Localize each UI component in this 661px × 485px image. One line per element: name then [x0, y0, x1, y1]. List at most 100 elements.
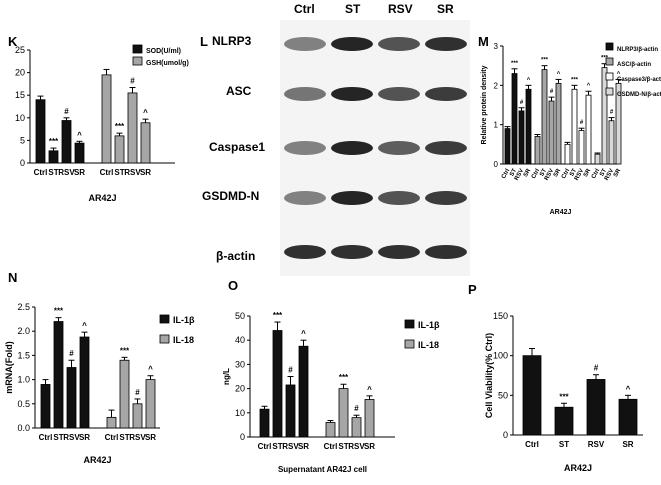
y-tick-label: 5	[20, 135, 25, 145]
significance-mark: ***	[559, 392, 569, 401]
legend-label: IL-18	[418, 340, 439, 350]
y-tick-label: 30	[235, 359, 245, 369]
significance-mark: ***	[54, 307, 64, 316]
blot-band	[378, 37, 420, 51]
y-tick-label: 1.0	[17, 375, 30, 385]
legend-swatch	[404, 319, 415, 329]
x-axis-label: AR42J	[564, 463, 592, 473]
significance-mark: ^	[367, 385, 372, 394]
bar	[601, 67, 608, 165]
y-tick-label: 0	[240, 432, 245, 442]
bar	[522, 355, 542, 436]
blot-bands	[280, 20, 470, 276]
significance-mark: ***	[49, 137, 59, 146]
y-tick-label: 2.5	[17, 302, 30, 312]
bar	[338, 388, 349, 438]
category-label: SR	[364, 442, 375, 451]
significance-mark: #	[594, 364, 599, 373]
category-label: RSV	[129, 433, 146, 442]
significance-mark: ***	[601, 56, 609, 62]
panel-label-m: M	[478, 34, 489, 49]
significance-mark: ^	[82, 321, 87, 330]
category-label: Ctrl	[100, 168, 114, 177]
blot-band	[331, 141, 373, 155]
bar	[618, 398, 638, 436]
category-label: SR	[74, 168, 85, 177]
y-tick-label: 0	[20, 158, 25, 168]
y-tick-label: 150	[493, 311, 508, 321]
y-tick-label: 10	[15, 113, 25, 123]
category-label: SR	[145, 433, 156, 442]
blot-band	[378, 87, 420, 101]
legend-label: SOD(U/ml)	[146, 48, 181, 55]
category-label: SR	[140, 168, 151, 177]
bar	[351, 417, 362, 438]
bar	[106, 416, 117, 429]
bar	[525, 88, 532, 165]
legend-swatch	[605, 42, 614, 51]
significance-mark: #	[64, 107, 69, 116]
significance-mark: ***	[273, 311, 283, 320]
significance-mark: ***	[541, 58, 549, 64]
y-tick-label: 10	[235, 408, 245, 418]
x-axis-label: AR42J	[88, 193, 116, 203]
x-axis-label: Supernatant AR42J cell	[278, 465, 367, 474]
significance-mark: #	[288, 366, 293, 375]
bar	[101, 74, 112, 164]
category-label: Ctrl	[39, 433, 53, 442]
y-axis-label: mRNA(Fold)	[4, 341, 14, 394]
protein-label-actin: β-actin	[216, 249, 256, 263]
chart-k-sod-gsh: 0 5 10 15 20 25 Ctrl *** ST # RSV ^ SR Ctrl *** ST # RSV ^…	[15, 44, 189, 203]
bar	[571, 88, 578, 165]
bar	[66, 367, 77, 429]
blot-band	[425, 87, 467, 101]
bar	[511, 73, 518, 165]
bar	[119, 359, 130, 429]
category-label: RSV	[63, 433, 80, 442]
bar	[615, 82, 622, 165]
bar	[272, 330, 283, 438]
bar	[548, 100, 555, 165]
lane-label-st: ST	[345, 2, 361, 16]
category-label: ST	[114, 168, 124, 177]
legend-label: IL-1β	[418, 320, 440, 330]
y-axis-label: Cell Viability(% Ctrl)	[484, 333, 494, 418]
legend-label: NLRP3/β-actin	[617, 47, 658, 53]
blot-band	[425, 191, 467, 205]
legend-swatch	[605, 57, 614, 66]
bar	[79, 336, 90, 429]
panel-label-l: L	[200, 34, 208, 49]
significance-mark: ^	[626, 384, 631, 393]
chart-o-elisa: 0 10 20 30 40 50 ng/L Ctrl *** ST # RSV ^ SR Ctrl *** ST…	[222, 311, 440, 474]
significance-mark: ***	[339, 373, 349, 382]
significance-mark: #	[130, 77, 135, 86]
protein-label-asc: ASC	[226, 84, 252, 98]
legend-label: Caspase3/β-actin	[617, 77, 661, 83]
chart-n-mrna: 0.0 0.5 1.0 1.5 2.0 2.5 mRNA(Fold) Ctrl *** ST # RS…	[4, 302, 195, 465]
category-label: RSV	[604, 168, 615, 182]
bar	[594, 153, 601, 165]
blot-band	[284, 191, 326, 205]
category-label: ST	[569, 168, 578, 178]
bar	[541, 69, 548, 165]
bar	[325, 422, 336, 438]
blot-band	[378, 141, 420, 155]
category-label: Ctrl	[531, 168, 542, 180]
y-tick-label: 20	[15, 68, 25, 78]
category-label: SR	[622, 440, 633, 449]
blot-band	[378, 245, 420, 259]
bar	[555, 82, 562, 165]
legend-swatch	[159, 314, 170, 324]
significance-mark: #	[135, 388, 140, 397]
y-tick-label: 50	[235, 311, 245, 321]
category-label: SR	[523, 167, 533, 178]
bar	[578, 130, 585, 165]
y-tick-label: 0.0	[17, 423, 30, 433]
legend-swatch	[132, 56, 143, 66]
category-label: RSV	[588, 440, 605, 449]
y-tick-label: 3	[494, 42, 499, 51]
y-tick-label: 0	[503, 430, 508, 440]
bar	[61, 120, 72, 164]
significance-mark: ^	[587, 83, 591, 89]
bar	[259, 408, 270, 438]
